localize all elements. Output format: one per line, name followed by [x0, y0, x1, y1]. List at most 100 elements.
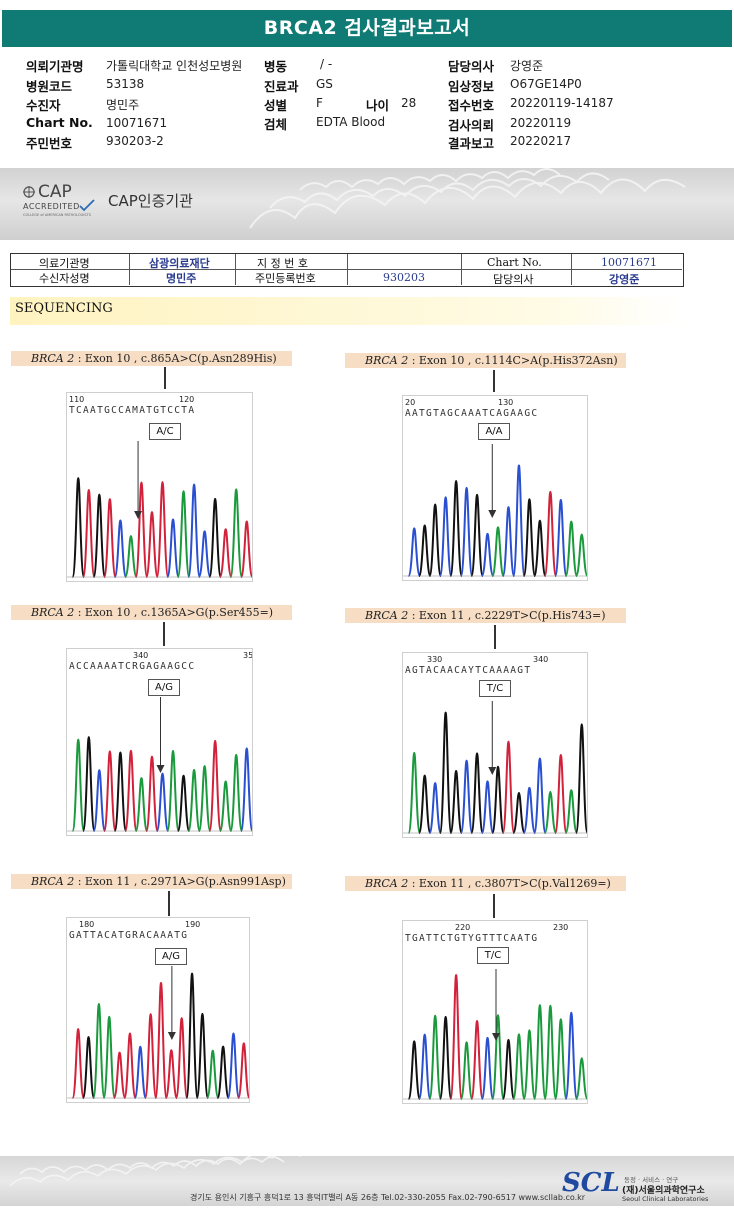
trace-peak [459, 486, 474, 577]
chromatogram-3: 340 35 ACCAAAATCRGAGAAGCC A/G [66, 648, 253, 836]
trace-peak [197, 530, 212, 578]
trace-peak [216, 1045, 230, 1099]
cap-small-text: COLLEGE of AMERICAN PATHOLOGISTS [23, 213, 91, 217]
gene-name: BRCA 2 [365, 609, 409, 622]
trace-peak [512, 791, 526, 834]
trace-peak [533, 1004, 547, 1100]
arrow-icon [494, 625, 496, 649]
cap-logo: CAP ACCREDITED COLLEGE of AMERICAN PATHO… [20, 182, 100, 222]
trace-peak [501, 1039, 516, 1100]
base-sequence: TCAATGCCAMATGTCCTA [69, 405, 196, 416]
variant-desc: : Exon 11 , c.2229T>C(p.His743=) [408, 609, 606, 622]
variant-desc: : Exon 11 , c.2971A>G(p.Asn991Asp) [74, 875, 286, 888]
trace-peak [564, 1011, 579, 1100]
patient-table: 의료기관명 삼광의료재단 수신자성명 명민주 지 정 번 호 주민등록번호 93… [10, 253, 684, 287]
trace-peak [145, 511, 159, 578]
label-age: 나이 [366, 98, 390, 113]
panel-label-4: BRCA 2 : Exon 11 , c.2229T>C(p.His743=) [345, 608, 626, 623]
cap-certification-label: CAP인증기관 [108, 192, 193, 210]
label-chart-no: Chart No. [26, 115, 93, 130]
trace-peak [407, 1040, 421, 1100]
trace-peak [113, 519, 128, 578]
panel-label-2: BRCA 2 : Exon 10 , c.1114C>A(p.His372Asn… [345, 353, 626, 368]
position-label: 20 [405, 398, 416, 407]
arrow-head-icon [156, 765, 165, 773]
cap-accredited-text: ACCREDITED [23, 202, 80, 211]
trace-peak [71, 477, 86, 578]
scl-logo: SCL [562, 1168, 620, 1198]
variant-desc: : Exon 10 , c.1114C>A(p.His372Asn) [408, 354, 618, 367]
trace-peak [124, 749, 138, 832]
position-label: 340 [133, 651, 149, 660]
org-english-name: Seoul Clinical Laboratories [622, 1195, 709, 1203]
trace-peak [103, 498, 117, 578]
trace-peak [82, 736, 96, 832]
trace-peak [417, 1033, 432, 1100]
trace-peak [407, 751, 421, 834]
trace-peak [512, 1033, 526, 1100]
trace-peak [407, 527, 421, 577]
base-sequence: AGTACAACAYTCAAAAGT [405, 665, 532, 676]
trace-peak [155, 772, 170, 832]
trace-peak [71, 738, 86, 832]
trace-peak [428, 503, 442, 577]
trace-peak [564, 520, 579, 577]
panel-label-1: BRCA 2 : Exon 10 , c.865A>C(p.Asn289His) [11, 351, 292, 366]
base-sequence: GATTACATGRACAAATG [69, 930, 189, 941]
trace-peak [187, 483, 201, 578]
gene-name: BRCA 2 [365, 354, 409, 367]
genotype-box: T/C [477, 947, 509, 964]
trace-peak [103, 750, 117, 832]
gene-name: BRCA 2 [365, 877, 409, 890]
value-doctor: 강영준 [510, 59, 544, 73]
trace-peak [239, 747, 252, 832]
position-label: 130 [498, 398, 514, 407]
cloud-pattern [9, 1156, 302, 1187]
genotype-box: A/A [478, 423, 510, 440]
table-inst-value: 삼광의료재단 [149, 257, 210, 270]
trace-peak [438, 711, 453, 834]
label-request-date: 검사의뢰 [448, 118, 495, 133]
value-report-date: 20220217 [510, 134, 572, 148]
trace-peak [82, 489, 96, 578]
trace-peak [239, 520, 252, 578]
trace-peak [229, 753, 243, 832]
org-tagline: 동정 · 서비스 · 연구 [624, 1176, 679, 1184]
base-sequence: ACCAAAATCRGAGAAGCC [69, 661, 196, 672]
table-doctor-value: 강영준 [609, 273, 640, 286]
trace-peak [470, 752, 484, 834]
arrow-icon [493, 894, 495, 918]
trace-peak [554, 754, 568, 834]
label-receipt-no: 접수번호 [448, 98, 495, 113]
trace-peak [92, 493, 107, 578]
trace-peak [470, 1020, 484, 1100]
panel-label-3: BRCA 2 : Exon 10 , c.1365A>G(p.Ser455=) [11, 605, 292, 620]
trace-peak [459, 759, 474, 834]
position-label: 220 [455, 923, 471, 932]
report-title: BRCA2 검사결과보고서 [2, 10, 732, 47]
table-name-value: 명민주 [166, 272, 197, 285]
trace-peak [501, 506, 516, 577]
trace-peak [417, 524, 432, 577]
trace-peak [143, 1013, 158, 1099]
label-hospital-code: 병원코드 [26, 79, 73, 94]
position-label: 340 [533, 655, 549, 664]
arrow-icon [163, 622, 165, 646]
value-sex: F [316, 96, 323, 110]
chromatogram-6: 220 230 TGATTCTGTYGTTTCAATG T/C [402, 920, 588, 1104]
table-id-value: 930203 [383, 271, 425, 284]
trace-peak [92, 1002, 106, 1099]
trace-peak [522, 1029, 537, 1100]
table-doctor-label: 담당의사 [493, 273, 534, 286]
footer: 경기도 용인시 기흥구 흥덕1로 13 흥덕IT밸리 A동 26층 Tel.02… [0, 1156, 734, 1206]
trace-peak [543, 790, 558, 834]
trace-peak [145, 755, 159, 832]
table-divider [461, 254, 462, 285]
variant-desc: : Exon 10 , c.1365A>G(p.Ser455=) [74, 606, 274, 619]
gene-name: BRCA 2 [31, 606, 75, 619]
sequencing-title: SEQUENCING [15, 301, 113, 316]
trace-peak [134, 777, 149, 832]
arrow-head-icon [488, 767, 497, 775]
value-receipt-no: 20220119-14187 [510, 96, 614, 110]
trace-peak [208, 497, 222, 578]
